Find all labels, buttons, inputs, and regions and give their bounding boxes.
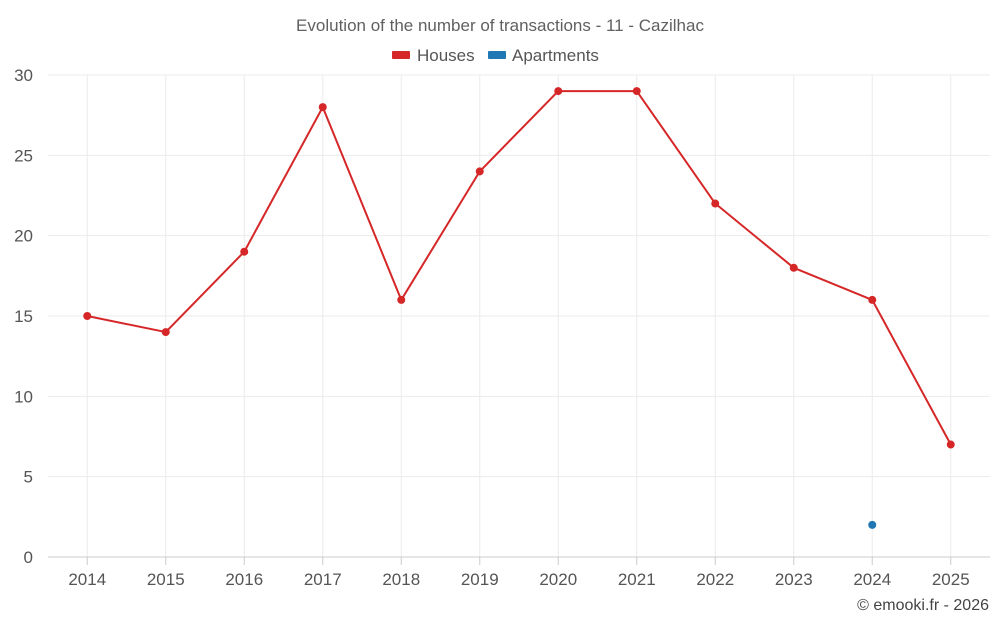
y-tick-label: 30 xyxy=(14,66,33,85)
x-tick-label: 2014 xyxy=(68,570,106,589)
data-point-houses[interactable] xyxy=(318,103,327,112)
x-tick-label: 2025 xyxy=(932,570,970,589)
x-tick-label: 2017 xyxy=(304,570,342,589)
y-tick-label: 0 xyxy=(24,548,33,567)
legend-label-apartments: Apartments xyxy=(512,46,599,65)
data-point-apartments[interactable] xyxy=(868,520,877,529)
series-layer xyxy=(83,87,955,529)
x-axis: 2014 2015 2016 2017 2018 2019 2020 2021 2022 2023… xyxy=(48,556,990,589)
x-tick-label: 2023 xyxy=(775,570,813,589)
x-tick-label: 2024 xyxy=(853,570,891,589)
data-point-houses[interactable] xyxy=(632,87,641,96)
x-tick-label: 2018 xyxy=(382,570,420,589)
legend-swatch-apartments xyxy=(488,51,506,59)
data-point-houses[interactable] xyxy=(475,167,484,176)
credit-text: © emooki.fr - 2026 xyxy=(857,597,989,614)
y-tick-label: 20 xyxy=(14,227,33,246)
data-point-houses[interactable] xyxy=(83,312,92,320)
legend-item-apartments[interactable]: Apartments xyxy=(488,46,599,65)
legend-label-houses: Houses xyxy=(417,46,475,65)
x-tick-label: 2015 xyxy=(147,570,185,589)
y-tick-label: 25 xyxy=(14,146,33,165)
legend: Houses Apartments xyxy=(392,46,599,65)
data-point-houses[interactable] xyxy=(240,247,249,256)
x-tick-label: 2020 xyxy=(539,570,577,589)
x-tick-label: 2016 xyxy=(225,570,263,589)
data-point-houses[interactable] xyxy=(161,328,170,337)
grid xyxy=(48,74,990,558)
data-point-houses[interactable] xyxy=(868,295,877,304)
y-tick-label: 10 xyxy=(14,387,33,406)
legend-swatch-houses xyxy=(392,51,410,59)
data-point-houses[interactable] xyxy=(711,199,720,208)
data-point-houses[interactable] xyxy=(554,87,563,96)
y-tick-label: 5 xyxy=(24,468,33,487)
y-tick-label: 15 xyxy=(14,307,33,326)
x-tick-label: 2019 xyxy=(461,570,499,589)
data-point-houses[interactable] xyxy=(946,440,955,449)
x-tick-label: 2022 xyxy=(696,570,734,589)
series-line-houses xyxy=(87,90,952,446)
data-point-houses[interactable] xyxy=(789,263,798,272)
data-point-houses[interactable] xyxy=(397,295,406,304)
legend-item-houses[interactable]: Houses xyxy=(392,46,475,65)
y-axis: 0 5 10 15 20 25 30 xyxy=(14,66,33,567)
x-tick-label: 2021 xyxy=(618,570,656,589)
chart-title: Evolution of the number of transactions … xyxy=(296,16,704,35)
